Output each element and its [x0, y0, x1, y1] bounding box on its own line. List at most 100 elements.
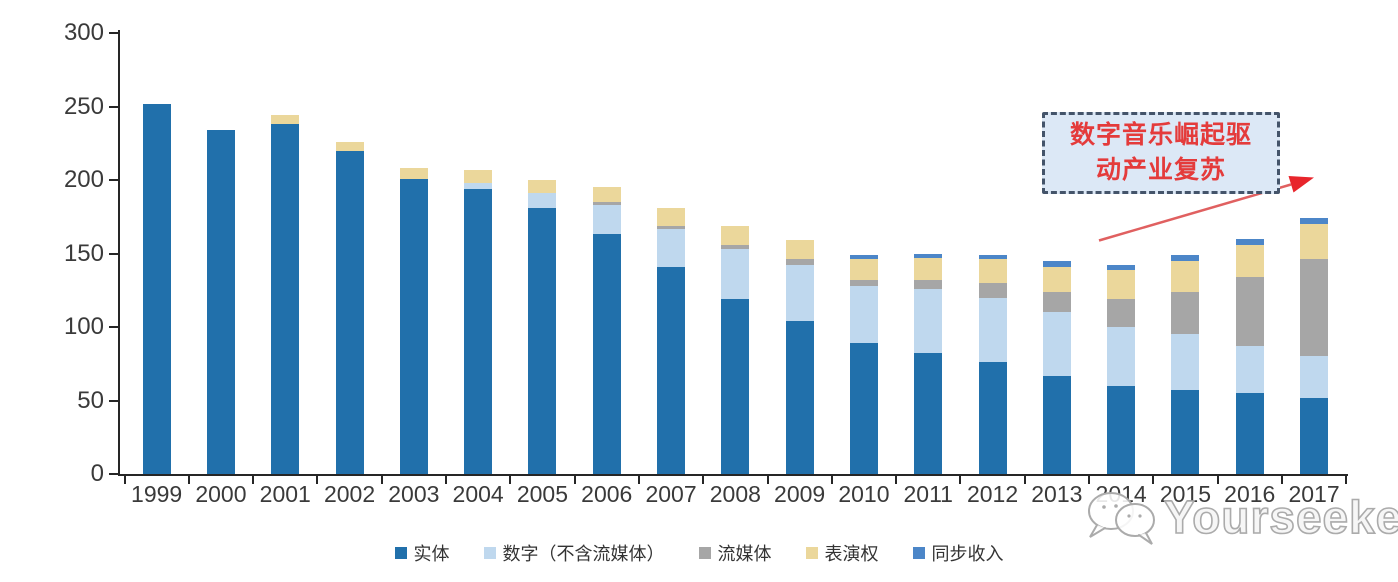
bar-segment-2001-s3: [271, 115, 300, 125]
bar-segment-2008-s2: [721, 244, 750, 250]
legend-label: 数字（不含流媒体）: [502, 544, 665, 564]
bar-segment-2010-s3: [849, 259, 878, 280]
watermark-text: Yourseeker: [1163, 490, 1398, 544]
x-tick: [959, 476, 962, 484]
bar-segment-2012-s3: [978, 259, 1007, 283]
bar-segment-2012-s1: [978, 297, 1007, 363]
bar-segment-2007-s2: [657, 225, 686, 229]
bar-segment-2010-s1: [849, 285, 878, 344]
y-axis-label: 150: [63, 239, 104, 267]
x-tick: [1088, 476, 1090, 484]
x-tick: [1280, 476, 1283, 484]
x-tick: [509, 476, 512, 484]
x-axis-label: 2007: [645, 481, 697, 507]
legend: 实体 数字（不含流媒体） 流媒体 表演权 同步收入: [0, 540, 1398, 566]
legend-label: 流媒体: [717, 544, 772, 564]
watermark: Yourseeker: [1084, 488, 1398, 548]
y-axis-label: 0: [90, 460, 104, 487]
bar-segment-2009-s3: [785, 240, 814, 260]
bar-segment-2008-s1: [721, 249, 750, 300]
x-tick: [1216, 476, 1219, 484]
bar-segment-2008-s3: [721, 225, 750, 245]
bar-segment-2017-s3: [1300, 224, 1329, 260]
bar-segment-2013-s0: [1042, 375, 1071, 474]
bar-segment-2013-s4: [1042, 260, 1071, 267]
bar-segment-2015-s3: [1171, 260, 1200, 292]
y-tick: [109, 399, 118, 402]
y-axis-label: 50: [77, 386, 104, 414]
bar-segment-2002-s3: [335, 141, 364, 151]
bar-segment-2010-s0: [849, 343, 878, 474]
bar-segment-2013-s1: [1042, 312, 1071, 376]
bar-segment-2011-s1: [914, 288, 943, 354]
bar-segment-2001-s0: [271, 124, 300, 474]
legend-item-4: 同步收入: [912, 540, 1004, 566]
bar-segment-2009-s1: [785, 265, 814, 322]
bar-segment-2011-s3: [914, 257, 943, 280]
bar-segment-2010-s2: [849, 279, 878, 286]
x-axis-label: 2008: [709, 481, 761, 507]
bar-segment-2005-s0: [528, 207, 557, 474]
bar-segment-2017-s1: [1300, 356, 1329, 398]
bar-segment-2011-s0: [914, 353, 943, 474]
bar-segment-2012-s2: [978, 282, 1007, 298]
annotation-callout: 数字音乐崛起驱 动产业复苏: [1042, 112, 1280, 194]
y-tick: [109, 32, 118, 34]
y-tick: [109, 179, 118, 181]
bar-segment-2017-s0: [1300, 397, 1329, 474]
x-axis-label: 2001: [259, 481, 311, 507]
bar-segment-2008-s0: [721, 299, 750, 474]
x-tick: [637, 476, 640, 484]
bar-segment-2017-s2: [1300, 259, 1329, 357]
annotation-text-line2: 动产业复苏: [1095, 156, 1226, 184]
x-tick: [766, 476, 769, 484]
legend-label: 表演权: [824, 544, 879, 564]
bar-segment-2011-s4: [914, 253, 943, 258]
y-axis-label: 300: [63, 19, 104, 46]
x-tick: [123, 476, 126, 484]
y-tick: [109, 105, 118, 108]
x-tick: [316, 476, 319, 484]
legend-label: 同步收入: [931, 544, 1004, 564]
bar-segment-2009-s2: [785, 259, 814, 266]
x-axis-label: 2003: [388, 481, 440, 507]
bar-segment-2014-s1: [1107, 327, 1136, 386]
bar-segment-2015-s0: [1171, 390, 1200, 474]
bar-segment-2014-s0: [1107, 385, 1136, 474]
x-axis-label: 2006: [581, 481, 633, 507]
bar-segment-2017-s4: [1300, 218, 1329, 225]
x-tick: [380, 476, 383, 484]
x-axis: [118, 474, 1348, 476]
y-axis-label: 250: [63, 92, 104, 120]
legend-item-3: 表演权: [805, 540, 879, 566]
x-axis-label: 2005: [516, 481, 569, 507]
bar-segment-2006-s1: [592, 204, 621, 235]
y-axis-label: 200: [63, 166, 104, 193]
bar-segment-2015-s4: [1171, 254, 1200, 261]
bar-segment-2015-s2: [1171, 291, 1200, 335]
bar-segment-2016-s4: [1235, 238, 1264, 245]
x-axis-label: 2013: [1031, 481, 1083, 507]
x-axis-label: 2015: [1159, 481, 1212, 507]
legend-swatch: [394, 547, 407, 559]
legend-swatch: [912, 547, 925, 559]
bar-segment-2005-s1: [528, 193, 557, 208]
bar-segment-2014-s2: [1107, 299, 1136, 327]
bar-segment-2015-s1: [1171, 334, 1200, 391]
legend-item-2: 流媒体: [698, 540, 772, 566]
bar-segment-2003-s0: [399, 178, 428, 474]
bar-segment-2007-s1: [657, 228, 686, 267]
bar-segment-2016-s3: [1235, 244, 1264, 277]
legend-swatch: [805, 547, 818, 559]
bar-segment-2010-s4: [849, 254, 878, 260]
wechat-icon: [1088, 492, 1155, 545]
bar-segment-2016-s2: [1235, 277, 1264, 347]
x-axis-label: 2012: [966, 481, 1019, 507]
bar-segment-2012-s4: [978, 254, 1007, 260]
x-axis-label: 2000: [195, 481, 247, 507]
bar-segment-2000-s0: [206, 130, 235, 474]
bar-segment-2016-s0: [1235, 393, 1264, 474]
bar-segment-2013-s3: [1042, 266, 1071, 292]
bar-segment-2004-s0: [464, 188, 493, 474]
